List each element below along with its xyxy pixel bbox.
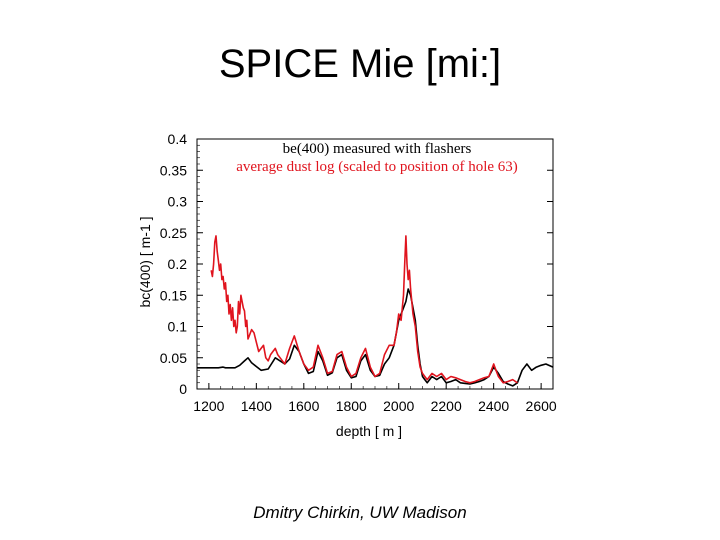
- y-tick-label: 0: [179, 381, 187, 397]
- series-line-1: [210, 235, 518, 384]
- x-tick-label: 2000: [383, 398, 414, 414]
- series-line-0: [197, 288, 554, 387]
- y-tick-label: 0.35: [160, 162, 187, 178]
- legend-entry-1: average dust log (scaled to position of …: [236, 159, 518, 175]
- x-tick-label: 1400: [241, 398, 272, 414]
- x-tick-label: 2200: [431, 398, 462, 414]
- y-tick-label: 0.3: [168, 194, 188, 210]
- slide-footer: Dmitry Chirkin, UW Madison: [253, 503, 467, 522]
- y-axis-title: bc(400) [ m-1 ]: [137, 216, 153, 307]
- y-tick-label: 0.15: [160, 287, 187, 303]
- y-tick-label: 0.4: [168, 131, 188, 147]
- y-tick-label: 0.05: [160, 350, 187, 366]
- y-tick-label: 0.2: [168, 256, 188, 272]
- x-axis-title: depth [ m ]: [336, 423, 402, 439]
- y-tick-label: 0.25: [160, 225, 187, 241]
- x-tick-label: 1800: [336, 398, 367, 414]
- plot-frame: [196, 138, 554, 390]
- x-tick-label: 1600: [288, 398, 319, 414]
- y-tick-label: 0.1: [168, 319, 188, 335]
- x-tick-label: 2600: [526, 398, 557, 414]
- slide-title: SPICE Mie [mi:]: [218, 42, 502, 86]
- legend-entry-0: be(400) measured with flashers: [283, 141, 472, 157]
- x-tick-label: 2400: [478, 398, 509, 414]
- x-tick-label: 1200: [193, 398, 224, 414]
